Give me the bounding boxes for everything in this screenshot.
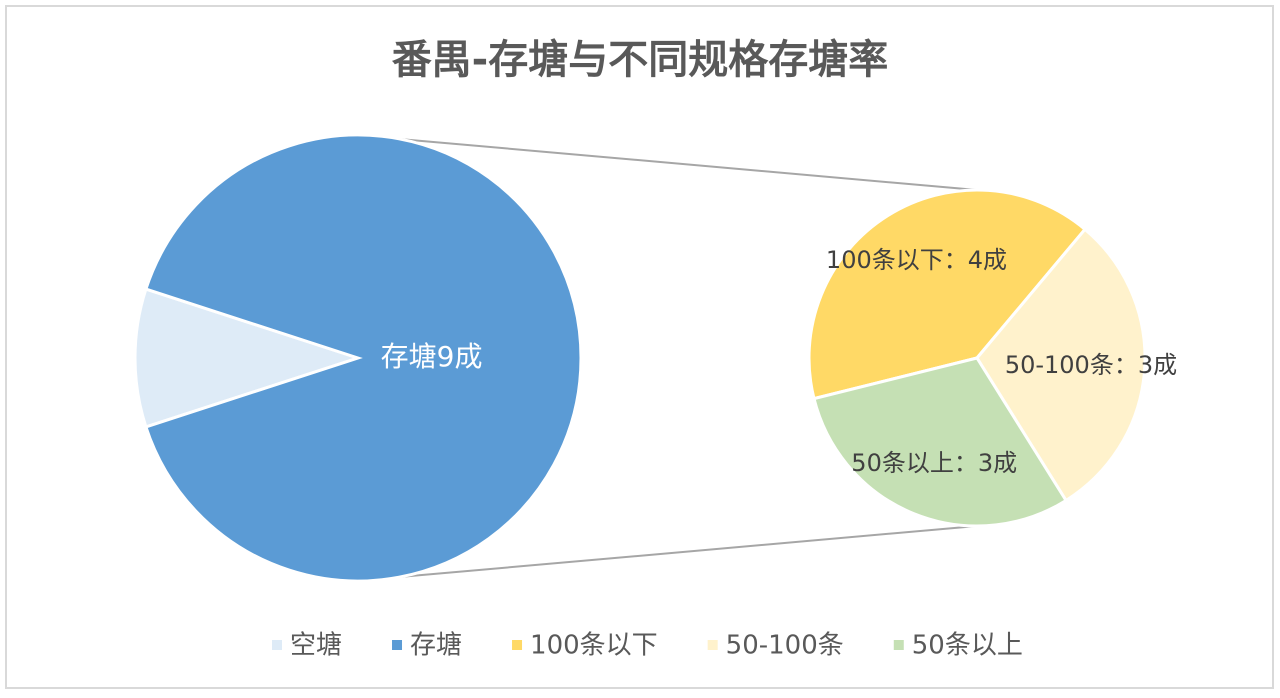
data-label: 50条以上：3成	[851, 449, 1017, 477]
connector-line	[400, 525, 978, 578]
pie-slice	[807, 188, 1088, 401]
chart-title: 番禺-存塘与不同规格存塘率	[392, 37, 889, 83]
legend-swatch	[893, 640, 904, 650]
pie-slice	[133, 287, 363, 429]
legend-swatch	[512, 640, 523, 650]
data-label: 存塘9成	[381, 340, 483, 373]
data-label: 50-100条：3成	[1005, 351, 1177, 379]
legend-label: 50条以上	[912, 631, 1023, 661]
legend-label: 存塘	[410, 631, 462, 661]
legend-label: 50-100条	[726, 631, 844, 661]
data-label: 100条以下：4成	[826, 246, 1007, 274]
legend-swatch	[392, 640, 403, 650]
legend-label: 100条以下	[530, 631, 658, 661]
legend-swatch	[272, 640, 282, 650]
legend-label: 空塘	[290, 631, 342, 661]
connector-line	[400, 138, 978, 191]
pie-slice	[812, 356, 1069, 528]
legend-swatch	[707, 640, 718, 650]
pie-slice	[975, 227, 1147, 503]
pie-slice	[144, 133, 583, 583]
